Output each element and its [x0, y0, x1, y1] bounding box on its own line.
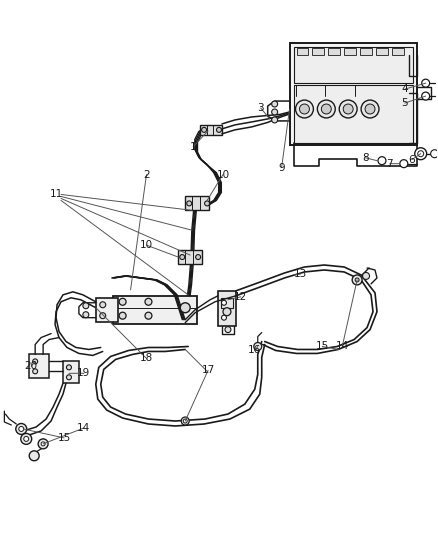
Circle shape: [222, 315, 226, 320]
Bar: [293, 47, 413, 83]
Bar: [113, 296, 197, 324]
Circle shape: [196, 255, 201, 260]
Text: 18: 18: [140, 353, 153, 364]
Circle shape: [400, 160, 408, 168]
Circle shape: [296, 100, 314, 118]
Bar: [185, 197, 209, 211]
Circle shape: [431, 150, 438, 158]
Bar: [328, 49, 340, 55]
Circle shape: [223, 308, 231, 316]
Circle shape: [21, 433, 32, 445]
Text: 5: 5: [402, 98, 408, 108]
Circle shape: [216, 127, 222, 132]
Circle shape: [33, 359, 38, 364]
Circle shape: [180, 303, 190, 313]
Text: 2: 2: [143, 169, 150, 180]
Circle shape: [318, 100, 335, 118]
Circle shape: [83, 312, 89, 318]
Circle shape: [41, 442, 45, 446]
Circle shape: [339, 100, 357, 118]
Bar: [376, 49, 388, 55]
Bar: [29, 354, 49, 378]
Circle shape: [24, 437, 29, 441]
Circle shape: [29, 451, 39, 461]
Text: 14: 14: [77, 423, 91, 433]
Text: 9: 9: [278, 163, 285, 173]
Bar: [312, 49, 324, 55]
Circle shape: [183, 419, 187, 423]
Text: 8: 8: [362, 152, 368, 163]
Text: 16: 16: [248, 345, 261, 356]
Circle shape: [187, 201, 192, 206]
Circle shape: [205, 201, 209, 206]
Text: 4: 4: [402, 84, 408, 94]
Circle shape: [16, 424, 27, 434]
Circle shape: [272, 101, 278, 107]
Bar: [178, 250, 202, 264]
Circle shape: [67, 375, 71, 380]
Circle shape: [33, 369, 38, 374]
Circle shape: [119, 312, 126, 319]
Circle shape: [378, 157, 386, 165]
Text: 15: 15: [316, 342, 329, 351]
Text: 1: 1: [190, 142, 197, 152]
Circle shape: [418, 151, 424, 157]
Text: 17: 17: [201, 365, 215, 375]
Circle shape: [19, 426, 24, 431]
Text: 10: 10: [216, 169, 230, 180]
Circle shape: [361, 100, 379, 118]
Circle shape: [422, 92, 430, 100]
Bar: [96, 298, 118, 321]
Text: 15: 15: [57, 433, 71, 443]
Text: 13: 13: [294, 269, 307, 279]
Circle shape: [363, 272, 370, 279]
Bar: [290, 43, 417, 145]
Circle shape: [254, 343, 262, 351]
Text: 14: 14: [336, 342, 349, 351]
Circle shape: [145, 298, 152, 305]
Text: 12: 12: [234, 292, 247, 302]
Text: 11: 11: [49, 189, 63, 199]
Bar: [293, 85, 413, 143]
Circle shape: [321, 104, 331, 114]
Bar: [344, 49, 356, 55]
Circle shape: [181, 417, 189, 425]
Circle shape: [83, 303, 89, 309]
Circle shape: [415, 148, 427, 160]
Circle shape: [145, 312, 152, 319]
Circle shape: [201, 127, 207, 132]
Text: 10: 10: [140, 240, 153, 250]
Circle shape: [272, 117, 278, 123]
Circle shape: [119, 298, 126, 305]
Bar: [297, 49, 308, 55]
Circle shape: [300, 104, 309, 114]
Circle shape: [180, 255, 185, 260]
Circle shape: [67, 365, 71, 370]
Circle shape: [365, 104, 375, 114]
Text: 3: 3: [258, 103, 264, 113]
Bar: [200, 125, 222, 135]
Text: 7: 7: [387, 159, 393, 168]
Circle shape: [422, 79, 430, 87]
Circle shape: [38, 439, 48, 449]
Bar: [392, 49, 404, 55]
Circle shape: [272, 109, 278, 115]
Circle shape: [343, 104, 353, 114]
Circle shape: [225, 327, 231, 333]
Bar: [360, 49, 372, 55]
Circle shape: [100, 302, 106, 308]
Bar: [218, 291, 236, 326]
Circle shape: [352, 275, 362, 285]
Circle shape: [222, 300, 226, 305]
Circle shape: [355, 278, 359, 282]
Text: 19: 19: [77, 368, 91, 378]
Bar: [63, 361, 79, 383]
Text: 6: 6: [409, 155, 415, 165]
Circle shape: [100, 313, 106, 319]
Text: 20: 20: [25, 361, 38, 372]
Bar: [221, 298, 233, 308]
